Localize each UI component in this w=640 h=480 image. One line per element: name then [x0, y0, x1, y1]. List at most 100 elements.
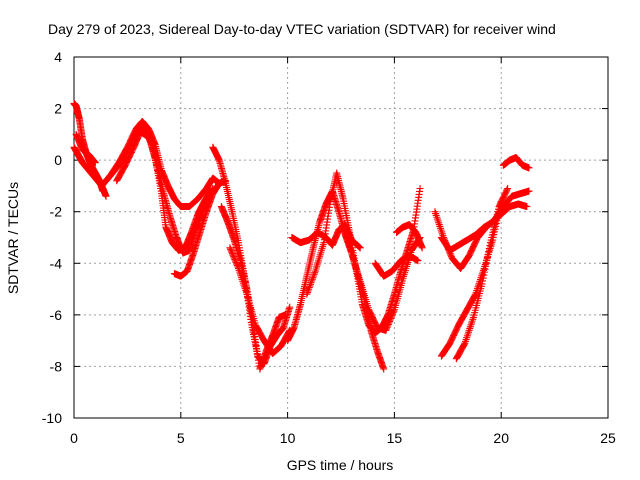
trace-marker — [460, 340, 468, 348]
y-tick-label: -2 — [50, 204, 63, 220]
data-point — [416, 185, 424, 193]
trace-marker — [483, 253, 491, 261]
series-arc-15 — [371, 252, 422, 280]
trace-marker — [484, 250, 492, 258]
x-axis-label: GPS time / hours — [287, 457, 394, 473]
trace-marker — [305, 284, 313, 292]
trace-marker — [231, 257, 239, 265]
data-point — [303, 290, 311, 298]
data-point — [414, 257, 422, 265]
trace-marker — [228, 250, 236, 258]
trace-marker — [234, 263, 242, 271]
trace-marker — [485, 247, 493, 255]
trace-marker — [385, 319, 393, 327]
trace-marker — [503, 186, 511, 194]
data-point — [525, 164, 533, 172]
x-tick-label: 25 — [600, 430, 616, 446]
x-tick-label: 20 — [493, 430, 509, 446]
trace-marker — [486, 242, 494, 250]
series-arc-14 — [339, 223, 424, 334]
trace-marker — [482, 262, 490, 270]
trace-marker — [481, 265, 489, 273]
series-arc-16 — [393, 221, 426, 252]
trace-marker — [310, 272, 318, 280]
x-tick-label: 15 — [387, 430, 403, 446]
trace-marker — [233, 260, 241, 268]
trace-marker — [233, 261, 241, 269]
data-point — [356, 244, 364, 252]
y-tick-label: 0 — [54, 152, 62, 168]
plot-frame — [73, 56, 609, 419]
tick-marks — [73, 56, 609, 419]
trace-marker — [305, 285, 313, 293]
data-point — [281, 311, 289, 319]
trace-marker — [384, 322, 392, 330]
trace-marker — [386, 317, 394, 325]
trace-marker — [480, 268, 488, 276]
y-tick-label: 4 — [54, 49, 62, 65]
trace-marker — [306, 282, 314, 290]
trace-marker — [386, 316, 394, 324]
trace-marker — [227, 247, 235, 255]
trace-marker — [310, 270, 318, 278]
series-arc-3 — [72, 130, 99, 167]
data-point — [523, 203, 531, 211]
trace-marker — [387, 313, 395, 321]
trace-marker — [384, 320, 392, 328]
data-point — [102, 192, 110, 200]
trace-marker — [230, 254, 238, 262]
chart-title: Day 279 of 2023, Sidereal Day-to-day VTE… — [48, 21, 556, 37]
trace-marker — [307, 279, 315, 287]
trace-marker — [228, 248, 236, 256]
trace-marker — [303, 289, 311, 297]
trace-marker — [230, 253, 238, 261]
data-point — [226, 244, 234, 252]
data-point — [504, 185, 512, 193]
data-point — [286, 303, 294, 311]
trace-marker — [231, 256, 239, 264]
trace-marker — [483, 256, 491, 264]
trace-marker — [311, 269, 319, 277]
trace-marker — [482, 259, 490, 267]
trace-marker — [227, 245, 235, 253]
trace-marker — [388, 312, 396, 320]
x-tick-label: 10 — [280, 430, 296, 446]
y-tick-label: -8 — [50, 358, 63, 374]
trace-marker — [383, 323, 391, 331]
trace-marker — [304, 287, 312, 295]
data-point — [382, 326, 390, 334]
y-tick-label: -6 — [50, 307, 63, 323]
y-tick-label: 2 — [54, 101, 62, 117]
data-point — [91, 159, 99, 167]
trace-marker — [389, 309, 397, 317]
trace-marker — [309, 274, 317, 282]
trace-marker — [387, 315, 395, 323]
series-arc-20 — [452, 185, 512, 363]
trace-marker — [471, 291, 479, 299]
tick-labels: 0 5 10 15 20 25 -10 -8 -6 -4 -2 0 2 4 — [42, 49, 616, 446]
x-tick-label: 5 — [177, 430, 185, 446]
x-tick-label: 0 — [70, 430, 78, 446]
trace-marker — [306, 280, 314, 288]
trace-marker — [390, 307, 398, 315]
trace-marker — [479, 277, 487, 285]
data-point — [380, 365, 388, 373]
trace-marker — [308, 277, 316, 285]
y-axis-label: SDTVAR / TECUs — [5, 182, 21, 294]
trace-marker — [229, 251, 237, 259]
data-point — [525, 187, 533, 195]
trace-marker — [356, 243, 364, 251]
trace-marker — [389, 310, 397, 318]
data-point — [418, 244, 426, 252]
trace-marker — [232, 259, 240, 267]
trace-marker — [480, 271, 488, 279]
data-points — [70, 99, 533, 373]
trace-marker — [308, 275, 316, 283]
trace-marker — [485, 245, 493, 253]
data-point — [478, 280, 486, 288]
y-tick-label: -10 — [42, 410, 62, 426]
series-arc-21 — [499, 154, 533, 172]
trace-marker — [479, 274, 487, 282]
